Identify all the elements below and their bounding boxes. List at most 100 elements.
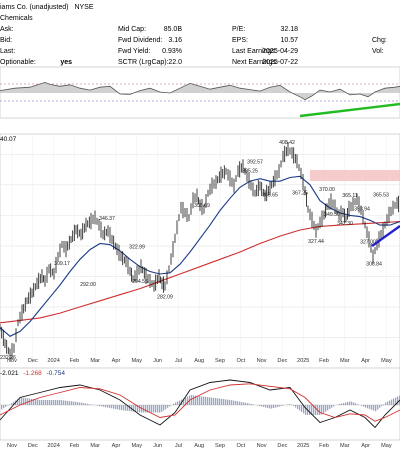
macd-hist-bar (277, 405, 278, 407)
header-mid-value-2: 0.93% (162, 48, 182, 55)
macd-hist-bar (149, 405, 150, 413)
macd-hist-bar (361, 405, 362, 406)
macd-hist-bar (11, 403, 12, 405)
price-label-3: 346.37 (99, 216, 115, 222)
macd-hist-bar (375, 405, 376, 411)
macd-x-tick-10: Sep (215, 443, 225, 449)
macd-hist-bar (337, 405, 338, 406)
indicator-panel (0, 67, 400, 118)
header-right-value-1: 10.57 (280, 37, 298, 44)
price-label-6: 282.09 (157, 294, 173, 300)
macd-x-tick-4: Mar (90, 443, 100, 449)
price-label-4: 322.99 (129, 244, 145, 250)
header-fields-far: Chg:Vol: (372, 37, 387, 55)
macd-hist-bar (41, 400, 42, 405)
macd-hist-bar (243, 402, 244, 405)
macd-hist-bar (67, 401, 68, 405)
macd-hist-bar (211, 398, 212, 405)
macd-hist-bar (199, 396, 200, 405)
macd-hist-bar (159, 405, 160, 413)
price-label-9: 392.57 (247, 159, 263, 165)
macd-hist-bar (331, 405, 332, 408)
macd-hist-bar (221, 399, 222, 405)
header-far-label-0: Chg: (372, 37, 387, 44)
price-label-20: 365.53 (373, 192, 389, 198)
macd-hist-bar (297, 405, 298, 409)
macd-x-tick-18: May (381, 443, 392, 449)
price-x-tick-16: Mar (340, 358, 350, 364)
macd-hist-bar (117, 405, 118, 409)
macd-hist-bar (105, 405, 106, 407)
macd-hist-bar (393, 399, 394, 406)
macd-hist-bar (291, 405, 292, 406)
price-x-tick-3: Feb (70, 358, 80, 364)
macd-hist-bar (329, 405, 330, 409)
macd-hist-bar (289, 404, 290, 405)
macd-hist-bar (79, 402, 80, 405)
macd-hist-bar (341, 404, 342, 406)
macd-hist-bar (325, 405, 326, 412)
macd-hist-bar (113, 405, 114, 409)
macd-hist-bar (205, 397, 206, 405)
macd-hist-bar (153, 405, 154, 413)
macd-hist-bar (89, 404, 90, 405)
macd-hist-bar (381, 405, 382, 406)
macd-hist-bar (151, 405, 152, 413)
macd-x-tick-7: Jun (153, 443, 162, 449)
macd-hist-bar (233, 401, 234, 405)
macd-hist-bar (7, 405, 8, 406)
macd-hist-bar (309, 405, 310, 415)
macd-hist-bar (139, 405, 140, 412)
price-x-tick-18: May (381, 358, 392, 364)
price-label-17: 365.11 (342, 193, 358, 199)
price-label-14: 370.00 (319, 187, 335, 193)
price-label-11: 408.42 (279, 140, 295, 146)
macd-hist-bar (273, 405, 274, 408)
price-x-tick-14: 2025 (297, 358, 309, 364)
header-left-label-3: Optionable: (0, 59, 36, 66)
macd-hist-bar (177, 402, 178, 406)
macd-hist-bar (235, 401, 236, 405)
macd-hist-bar (251, 404, 252, 405)
macd-hist-bar (397, 397, 398, 406)
macd-hist-bar (223, 399, 224, 405)
macd-hist-bar (197, 396, 198, 405)
macd-x-tick-15: Feb (319, 443, 329, 449)
header-right-value-2: 2025-04-29 (262, 48, 298, 55)
macd-hist-bar (265, 405, 266, 408)
macd-hist-bar (365, 405, 366, 408)
macd-hist-bar (355, 403, 356, 405)
macd-hist-bar (203, 397, 204, 405)
price-x-tick-4: Mar (90, 358, 100, 364)
macd-hist-bar (281, 405, 282, 406)
macd-hist-bar (357, 404, 358, 405)
macd-x-tick-6: May (132, 443, 143, 449)
macd-hist-bar (253, 405, 254, 406)
macd-hist-bar (123, 405, 124, 410)
price-x-tick-1: Dec (28, 358, 38, 364)
macd-x-tick-14: 2025 (297, 443, 309, 449)
macd-hist-bar (287, 405, 288, 406)
macd-hist-bar (107, 405, 108, 408)
macd-hist-bar (59, 400, 60, 405)
svg-text:iams Co. (unadjusted): iams Co. (unadjusted) NYSE (0, 4, 94, 11)
macd-hist-bar (351, 402, 352, 405)
price-x-tick-7: Jun (153, 358, 162, 364)
macd-hist-bar (167, 405, 168, 408)
macd-hist-bar (109, 405, 110, 408)
macd-x-tick-3: Feb (70, 443, 80, 449)
macd-hist-bar (155, 405, 156, 413)
macd-hist-bar (213, 398, 214, 405)
header-left-label-1: Bid: (0, 37, 12, 44)
price-x-tick-17: Apr (361, 358, 370, 364)
macd-hist-bar (3, 405, 4, 408)
header-fields-left: Ask:Bid:Last:Optionable:yes (0, 26, 72, 66)
header-mid-value-0: 85.0B (164, 26, 183, 33)
macd-hist-bar (25, 398, 26, 405)
macd-hist-bar (57, 400, 58, 405)
price-label-18: 353.94 (354, 207, 370, 213)
macd-hist-bar (257, 405, 258, 406)
